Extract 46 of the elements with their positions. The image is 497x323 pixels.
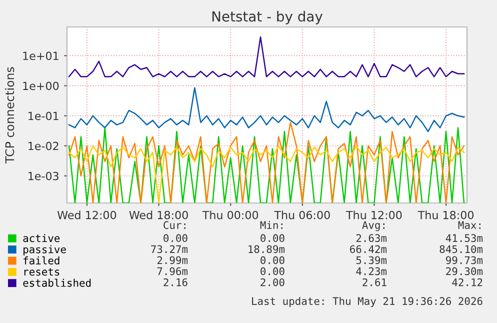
text: 0.00 [260, 234, 284, 242]
line-series [68, 87, 465, 132]
x-tick-label: Wed 12:00 [57, 210, 116, 220]
text: Max: [458, 221, 480, 230]
x-tick-label: Thu 00:00 [202, 210, 258, 220]
legend-label: active [23, 234, 60, 242]
y-tick-label: 1e+01 [23, 52, 58, 60]
text: 4.23m [356, 267, 387, 276]
x-tick-label: Thu 06:00 [274, 210, 330, 220]
legend-label: resets [24, 268, 60, 276]
text: 0.00 [164, 234, 188, 242]
text: Avg: [362, 221, 384, 232]
text: 845.10m [440, 245, 483, 254]
y-tick-label: 1e-01 [28, 112, 58, 120]
text: 42.12 [452, 278, 482, 286]
line-series [68, 145, 465, 203]
text: 18.89m [248, 245, 285, 254]
text: 99.73m [446, 256, 483, 264]
chart-title: Netstat - by day [212, 10, 323, 24]
text: 41.53m [446, 234, 483, 242]
line-series [68, 36, 465, 78]
text: 5.39m [356, 256, 387, 264]
text: 29.30m [446, 267, 483, 276]
text: Cur: [164, 221, 186, 230]
legend-label: established [23, 278, 91, 287]
y-tick-label: 1e-02 [28, 142, 58, 150]
text: 0.00 [260, 256, 284, 264]
text: 2.61 [362, 278, 386, 286]
legend-label: passive [24, 245, 66, 256]
text: 0.00 [260, 267, 284, 276]
text: 7.96m [157, 267, 188, 276]
legend-label: failed [24, 256, 60, 264]
y-tick-label: 1e+00 [23, 82, 59, 90]
text: 2.63m [356, 234, 387, 242]
text: 2.16 [164, 278, 188, 286]
text: Min: [260, 220, 282, 229]
text: 73.27m [151, 245, 188, 254]
x-tick-label: Thu 18:00 [418, 210, 474, 220]
y-tick-label: 1e-03 [28, 172, 58, 180]
text: Last update: Thu May 21 19:36:26 2026 [252, 296, 482, 308]
text: 2.00 [260, 278, 284, 286]
text: 66.42m [350, 245, 387, 254]
x-tick-label: Wed 18:00 [129, 210, 188, 220]
y-axis-title: TCP connections [5, 67, 14, 164]
text: 2.99m [157, 256, 188, 264]
x-tick-label: Thu 12:00 [346, 210, 402, 220]
